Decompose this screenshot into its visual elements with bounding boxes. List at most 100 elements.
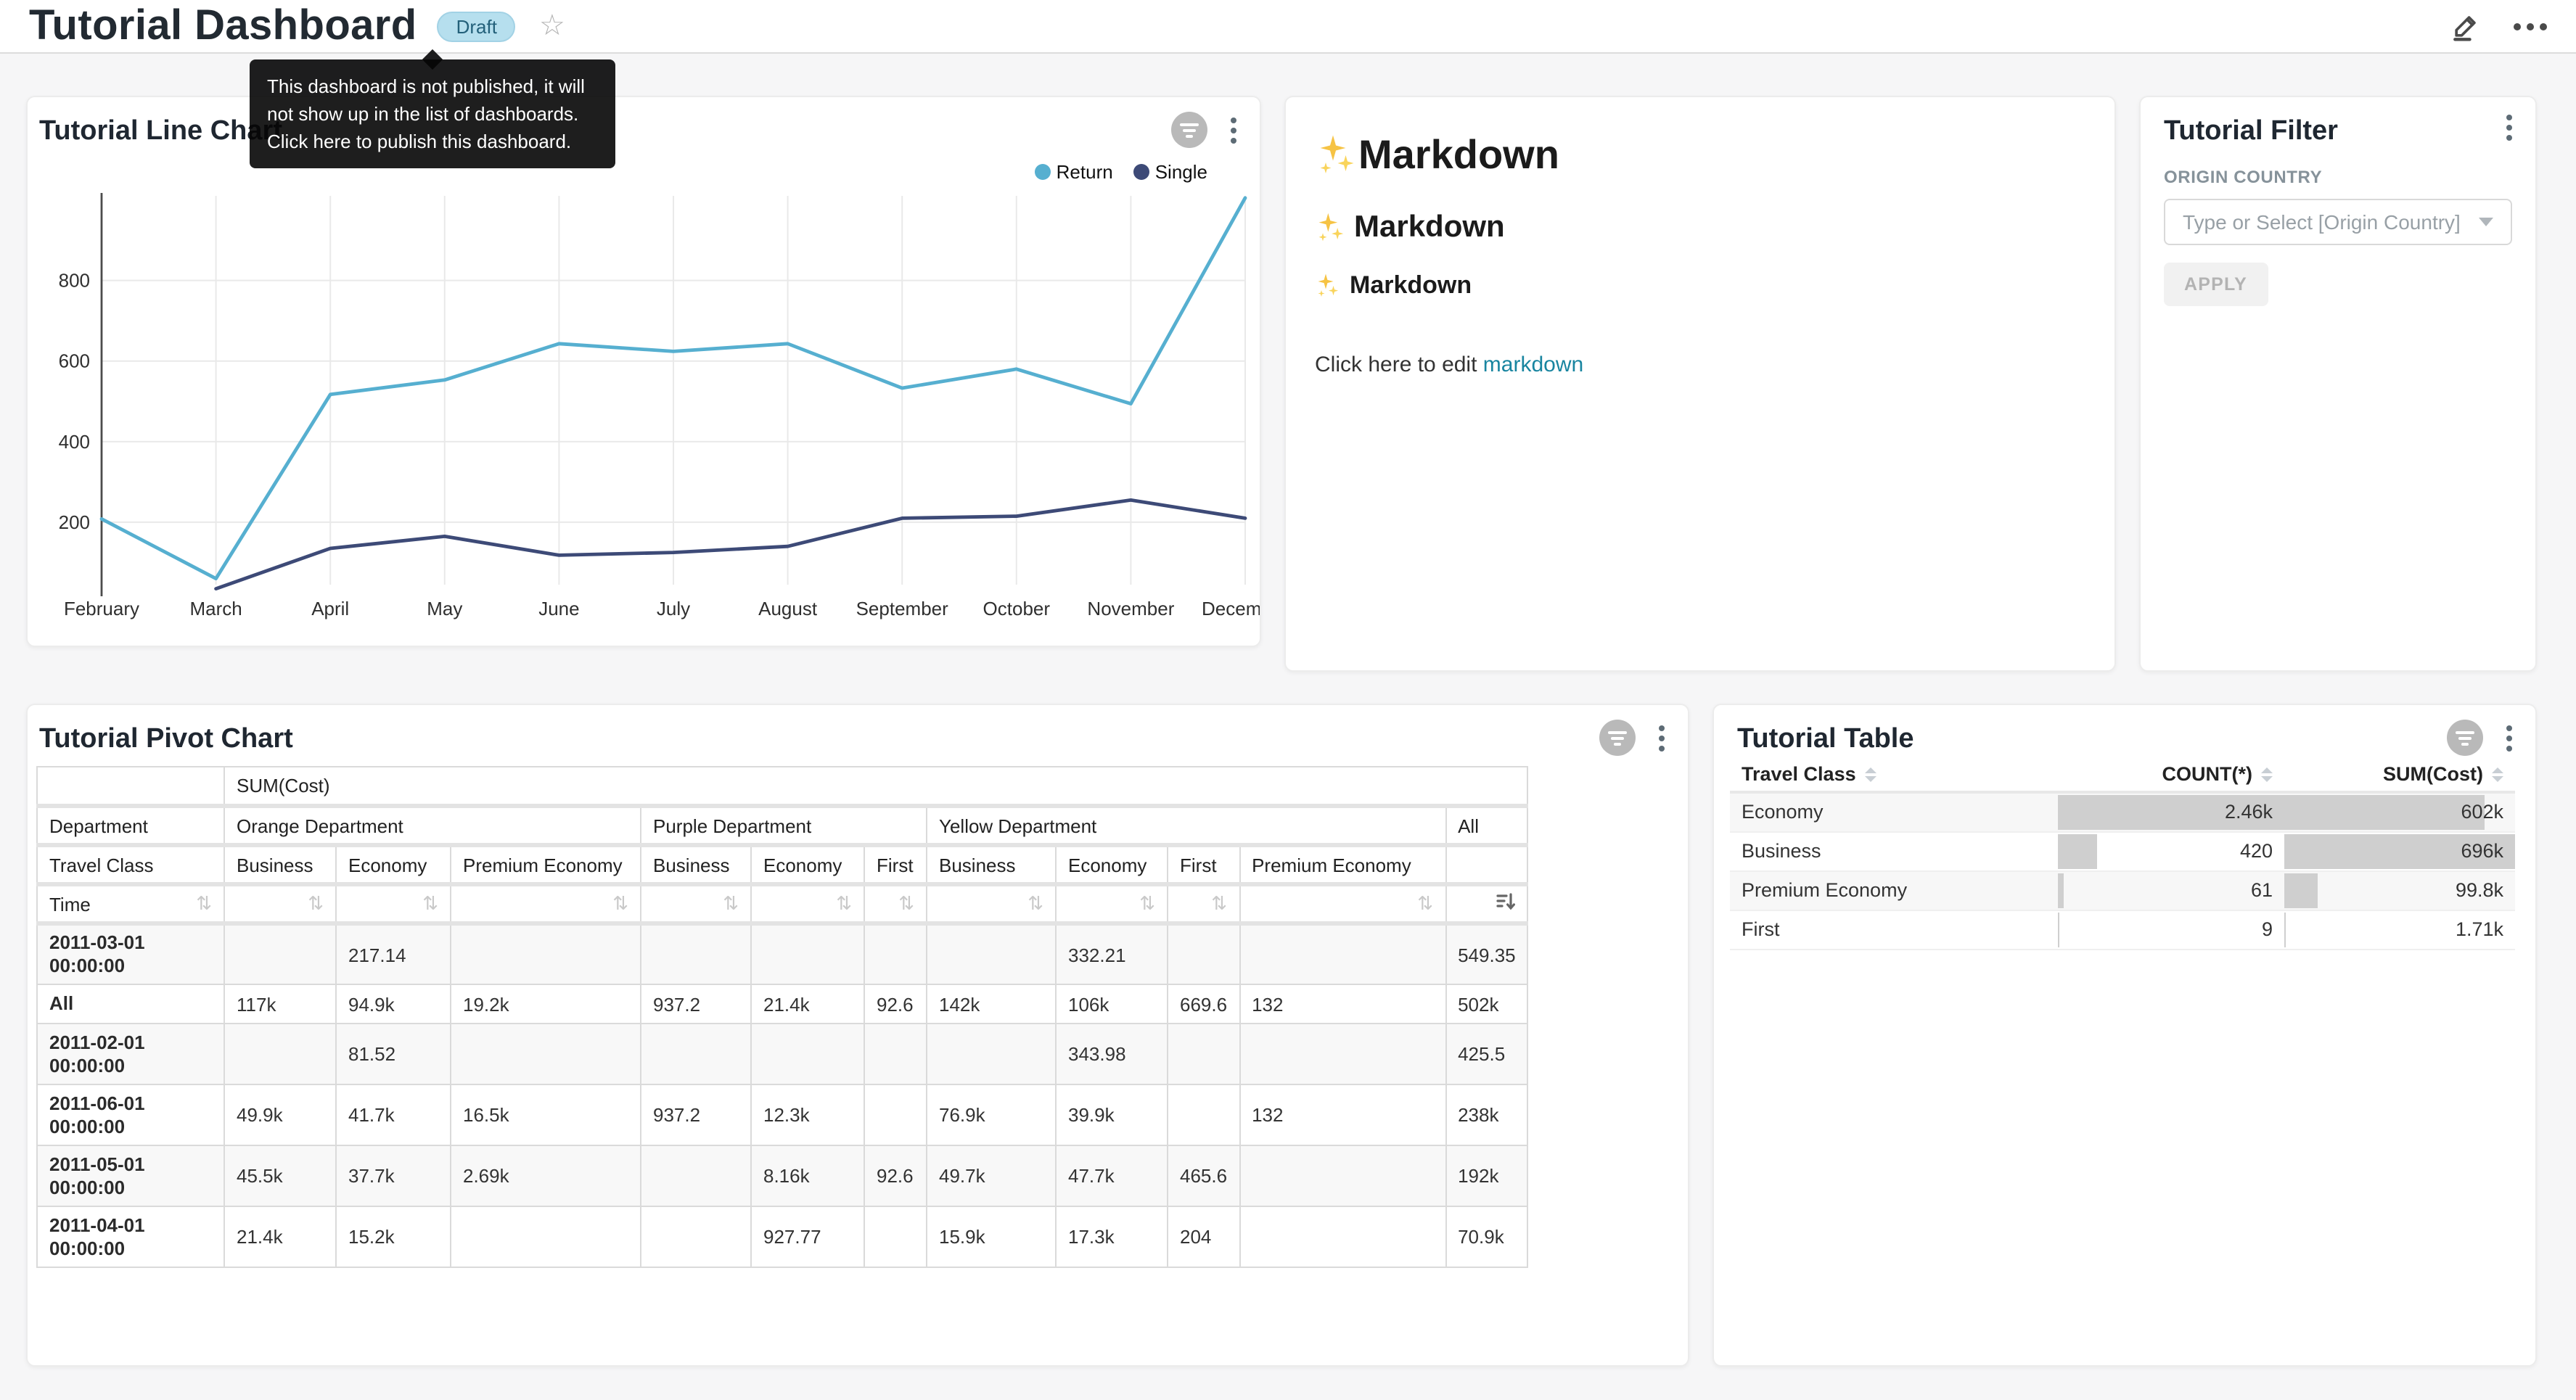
x-tick-label: May (427, 598, 462, 619)
sort-caret-icon (2492, 768, 2503, 783)
legend-item-single[interactable]: Single (1133, 161, 1207, 183)
filter-indicator-icon[interactable] (1171, 112, 1207, 148)
chevron-down-icon (2479, 218, 2493, 226)
pivot-value-cell (1239, 923, 1445, 984)
pivot-value-cell: 937.2 (641, 1084, 751, 1145)
pivot-col-header (1445, 845, 1528, 884)
pivot-value-cell (451, 1206, 641, 1267)
filter-card: Tutorial Filter ORIGIN COUNTRY Type or S… (2139, 96, 2537, 672)
markdown-h3-text: Markdown (1350, 271, 1472, 300)
pivot-group-header: All (1445, 806, 1528, 845)
pivot-col-header: Business (641, 845, 751, 884)
sort-both-icon[interactable]: ⇅ (1139, 892, 1155, 914)
pivot-value-cell: 2.69k (451, 1145, 641, 1206)
sort-both-icon[interactable]: ⇅ (422, 892, 438, 914)
sort-both-icon[interactable]: ⇅ (612, 892, 628, 914)
favorite-star-icon[interactable]: ☆ (539, 12, 565, 41)
pivot-value-cell (641, 1206, 751, 1267)
sort-caret-icon (1865, 768, 1876, 783)
sparkles-icon (1315, 133, 1358, 177)
pivot-time-header: Time ⇅ (37, 884, 224, 923)
origin-country-select[interactable]: Type or Select [Origin Country] (2164, 199, 2512, 245)
draft-badge[interactable]: Draft (438, 11, 516, 41)
pivot-value-cell: 117k (224, 984, 336, 1024)
chart-menu-icon[interactable] (2501, 722, 2518, 754)
chart-menu-icon[interactable] (1225, 114, 1242, 146)
pivot-value-cell: 549.35 (1445, 923, 1528, 984)
pivot-sort-cell: ⇅ (751, 884, 864, 923)
pivot-chart-title: Tutorial Pivot Chart (39, 724, 293, 756)
cell-value: 420 (2240, 840, 2273, 862)
sort-both-icon[interactable]: ⇅ (723, 892, 739, 914)
pivot-time-label: Time (49, 893, 91, 915)
x-tick-label: July (657, 598, 690, 619)
sort-both-icon[interactable]: ⇅ (836, 892, 852, 914)
sort-both-icon[interactable]: ⇅ (1027, 892, 1043, 914)
pivot-value-cell (641, 923, 751, 984)
travel-class-cell: Premium Economy (1730, 870, 2058, 910)
pivot-value-cell: 465.6 (1168, 1145, 1239, 1206)
pivot-corner-cell (37, 767, 224, 806)
pivot-value-cell (1168, 1084, 1239, 1145)
pivot-value-cell (641, 1145, 751, 1206)
pivot-row: DepartmentOrange DepartmentPurple Depart… (37, 806, 1528, 845)
more-options-icon[interactable] (2514, 22, 2547, 30)
sort-both-icon[interactable]: ⇅ (196, 892, 212, 915)
edit-dashboard-button[interactable] (2450, 10, 2482, 42)
series-single (216, 500, 1245, 588)
pivot-value-cell (864, 923, 927, 984)
pivot-sort-cell: ⇅ (641, 884, 751, 923)
pivot-value-cell: 41.7k (336, 1084, 451, 1145)
pivot-row: 2011-02-01 00:00:0081.52343.98425.5 (37, 1024, 1528, 1084)
sum-cell: 696k (2284, 831, 2515, 870)
sort-both-icon[interactable]: ⇅ (1417, 892, 1433, 914)
sort-both-icon[interactable]: ⇅ (308, 892, 324, 914)
x-tick-label: November (1087, 598, 1174, 619)
apply-button[interactable]: APPLY (2164, 263, 2268, 306)
sort-both-icon[interactable]: ⇅ (1211, 892, 1227, 914)
sort-both-icon[interactable]: ⇅ (898, 892, 914, 914)
pivot-sort-cell: ⇅ (1239, 884, 1445, 923)
app-header: Tutorial Dashboard Draft ☆ (0, 0, 2576, 54)
select-placeholder: Type or Select [Origin Country] (2183, 210, 2470, 234)
pivot-value-cell: 17.3k (1056, 1206, 1168, 1267)
chart-menu-icon[interactable] (1653, 722, 1670, 754)
table-row: Business420696k (1730, 831, 2515, 870)
x-tick-label: June (538, 598, 579, 619)
sort-caret-icon (2261, 768, 2273, 783)
sort-descending-icon[interactable] (1497, 892, 1516, 911)
pivot-row: 2011-06-01 00:00:0049.9k41.7k16.5k937.21… (37, 1084, 1528, 1145)
pivot-value-cell (864, 1084, 927, 1145)
column-header-label: SUM(Cost) (2383, 763, 2483, 785)
pivot-value-cell: 425.5 (1445, 1024, 1528, 1084)
publish-tooltip: This dashboard is not published, it will… (250, 59, 615, 168)
pivot-sort-cell: ⇅ (1168, 884, 1239, 923)
column-header-travel-class[interactable]: Travel Class (1730, 757, 2058, 792)
x-tick-label: December (1202, 598, 1261, 619)
pivot-sort-cell: ⇅ (927, 884, 1056, 923)
pivot-value-cell: 132 (1239, 1084, 1445, 1145)
pivot-table-wrap: SUM(Cost)DepartmentOrange DepartmentPurp… (36, 766, 1529, 1268)
chart-menu-icon[interactable] (2501, 112, 2518, 144)
pivot-value-cell: 142k (927, 984, 1056, 1024)
cell-value: 696k (2461, 840, 2503, 862)
filter-indicator-icon[interactable] (1599, 720, 1636, 756)
filter-card-icons (2501, 112, 2518, 144)
markdown-body: Markdown Markdown Markdown Click here to… (1315, 132, 2085, 377)
column-header-count-[interactable]: COUNT(*) (2058, 757, 2284, 792)
pivot-metric-header: SUM(Cost) (224, 767, 1528, 806)
column-header-sum-cost-[interactable]: SUM(Cost) (2284, 757, 2515, 792)
pivot-sort-cell: ⇅ (224, 884, 336, 923)
y-tick-label: 400 (59, 431, 90, 453)
header-actions (2450, 10, 2547, 42)
markdown-link[interactable]: markdown (1483, 353, 1583, 377)
cell-value: 9 (2262, 918, 2273, 940)
x-tick-label: February (64, 598, 139, 619)
legend-item-return[interactable]: Return (1035, 161, 1113, 183)
filter-card-title: Tutorial Filter (2164, 116, 2338, 148)
pivot-row: 2011-05-01 00:00:0045.5k37.7k2.69k8.16k9… (37, 1145, 1528, 1206)
pivot-group-header: Purple Department (641, 806, 927, 845)
legend-dot (1133, 164, 1149, 180)
filter-indicator-icon[interactable] (2447, 720, 2483, 756)
pivot-group-header: Yellow Department (927, 806, 1445, 845)
